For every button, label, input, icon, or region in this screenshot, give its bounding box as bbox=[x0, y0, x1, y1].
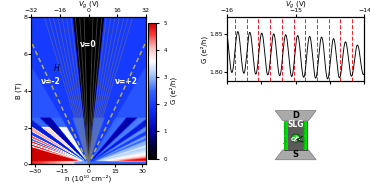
Text: SLG: SLG bbox=[287, 120, 304, 129]
Y-axis label: G (e²/h): G (e²/h) bbox=[200, 36, 208, 63]
Text: D: D bbox=[292, 111, 299, 120]
Polygon shape bbox=[275, 111, 316, 121]
Text: ν=0: ν=0 bbox=[80, 40, 97, 49]
Bar bbox=[303, 121, 307, 150]
Text: edge state: edge state bbox=[284, 122, 288, 148]
X-axis label: n (10¹⁰ cm⁻²): n (10¹⁰ cm⁻²) bbox=[65, 175, 112, 183]
Bar bbox=[284, 121, 307, 150]
Text: QD: QD bbox=[290, 136, 301, 141]
Ellipse shape bbox=[296, 136, 299, 138]
Bar bbox=[284, 121, 288, 150]
X-axis label: $V_g$ (V): $V_g$ (V) bbox=[78, 0, 100, 11]
Text: edge state: edge state bbox=[303, 122, 307, 148]
Ellipse shape bbox=[292, 134, 300, 142]
Polygon shape bbox=[275, 150, 316, 160]
Text: H: H bbox=[54, 64, 59, 73]
Y-axis label: G (e²/h): G (e²/h) bbox=[170, 77, 177, 104]
Text: S: S bbox=[293, 150, 299, 159]
Y-axis label: B (T): B (T) bbox=[16, 82, 22, 99]
Text: ν=-2: ν=-2 bbox=[41, 77, 61, 86]
X-axis label: $V_g$ (V): $V_g$ (V) bbox=[285, 0, 307, 11]
Text: ν=+2: ν=+2 bbox=[115, 77, 138, 86]
